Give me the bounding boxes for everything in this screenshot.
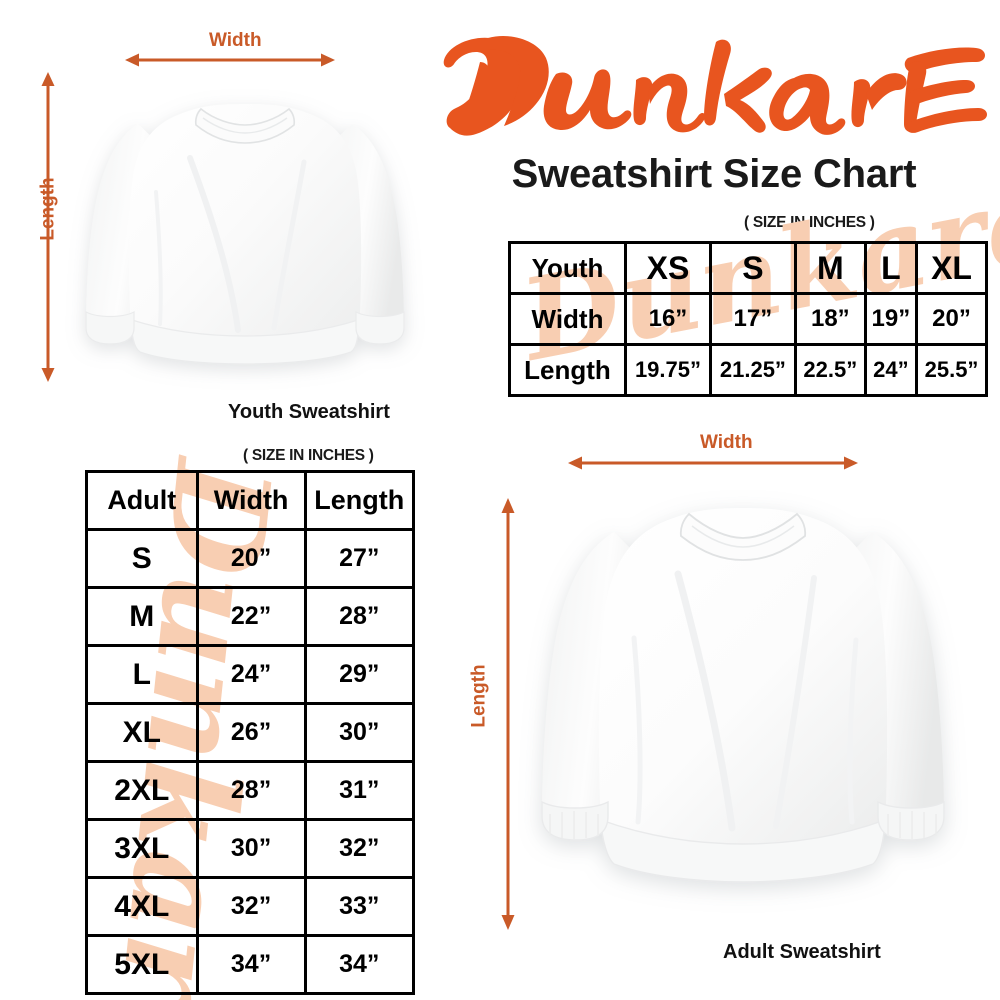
table-row: Youth XS S M L XL — [508, 241, 988, 295]
youth-length-xl: 25.5” — [915, 343, 988, 397]
adult-length: 32” — [303, 818, 416, 879]
adult-length: 27” — [303, 528, 416, 589]
brand-logo — [436, 28, 992, 150]
youth-length-arrow — [41, 72, 55, 382]
youth-size-l: L — [863, 241, 919, 295]
youth-length-label: Length — [37, 177, 59, 241]
table-row: XL 26” 30” — [85, 702, 416, 763]
adult-col-header-width: Width — [195, 470, 307, 531]
youth-length-s: 21.25” — [708, 343, 797, 397]
youth-length-m: 22.5” — [793, 343, 867, 397]
adult-width: 26” — [195, 702, 307, 763]
adult-width: 30” — [195, 818, 307, 879]
table-row: 3XL 30” 32” — [85, 818, 416, 879]
adult-length: 30” — [303, 702, 416, 763]
adult-size: XL — [85, 702, 199, 763]
adult-sweatshirt-illustration — [541, 508, 945, 883]
youth-sweatshirt-caption: Youth Sweatshirt — [228, 401, 390, 423]
youth-width-s: 17” — [708, 292, 797, 346]
adult-length-arrow — [501, 498, 515, 930]
adult-size: 2XL — [85, 760, 199, 821]
table-row: S 20” 27” — [85, 528, 416, 589]
table-row: Adult Width Length — [85, 470, 416, 531]
table-row: 4XL 32” 33” — [85, 876, 416, 937]
youth-size-table: Youth XS S M L XL Width 16” 17” 18” 19” … — [508, 241, 988, 397]
youth-size-xl: XL — [915, 241, 988, 295]
adult-size: M — [85, 586, 199, 647]
youth-width-arrow — [125, 53, 335, 67]
youth-width-l: 19” — [863, 292, 919, 346]
adult-width: 28” — [195, 760, 307, 821]
page-title: Sweatshirt Size Chart — [511, 152, 917, 196]
youth-size-xs: XS — [624, 241, 712, 295]
adult-width: 20” — [195, 528, 307, 589]
table-row: Length 19.75” 21.25” 22.5” 24” 25.5” — [508, 343, 988, 397]
adult-col-header-size: Adult — [85, 470, 199, 531]
adult-width: 22” — [195, 586, 307, 647]
adult-length: 31” — [303, 760, 416, 821]
adult-width-label: Width — [700, 432, 753, 453]
youth-width-header: Width — [508, 292, 627, 346]
youth-units-note: ( SIZE IN INCHES ) — [744, 214, 875, 231]
youth-length-header: Length — [508, 343, 627, 397]
adult-units-note: ( SIZE IN INCHES ) — [243, 447, 374, 464]
table-row: 5XL 34” 34” — [85, 934, 416, 995]
youth-length-l: 24” — [863, 343, 919, 397]
youth-width-m: 18” — [793, 292, 867, 346]
youth-row-header: Youth — [508, 241, 627, 295]
youth-width-label: Width — [209, 30, 262, 51]
adult-width: 24” — [195, 644, 307, 705]
adult-col-header-length: Length — [303, 470, 416, 531]
table-row: L 24” 29” — [85, 644, 416, 705]
adult-length: 34” — [303, 934, 416, 995]
adult-width: 32” — [195, 876, 307, 937]
adult-size: 5XL — [85, 934, 199, 995]
youth-length-xs: 19.75” — [624, 343, 712, 397]
youth-sweatshirt-illustration — [85, 104, 405, 365]
adult-size: 4XL — [85, 876, 199, 937]
adult-size: L — [85, 644, 199, 705]
adult-sweatshirt-caption: Adult Sweatshirt — [723, 941, 881, 963]
adult-width-arrow — [568, 456, 858, 470]
table-row: Width 16” 17” 18” 19” 20” — [508, 292, 988, 346]
adult-width: 34” — [195, 934, 307, 995]
adult-length-label: Length — [468, 664, 490, 728]
adult-size-table: Adult Width Length S 20” 27” M 22” 28” L… — [85, 470, 416, 995]
youth-width-xs: 16” — [624, 292, 712, 346]
adult-size: S — [85, 528, 199, 589]
adult-size: 3XL — [85, 818, 199, 879]
youth-size-s: S — [708, 241, 797, 295]
adult-length: 28” — [303, 586, 416, 647]
adult-length: 29” — [303, 644, 416, 705]
table-row: M 22” 28” — [85, 586, 416, 647]
adult-length: 33” — [303, 876, 416, 937]
youth-width-xl: 20” — [915, 292, 988, 346]
table-row: 2XL 28” 31” — [85, 760, 416, 821]
youth-size-m: M — [793, 241, 867, 295]
